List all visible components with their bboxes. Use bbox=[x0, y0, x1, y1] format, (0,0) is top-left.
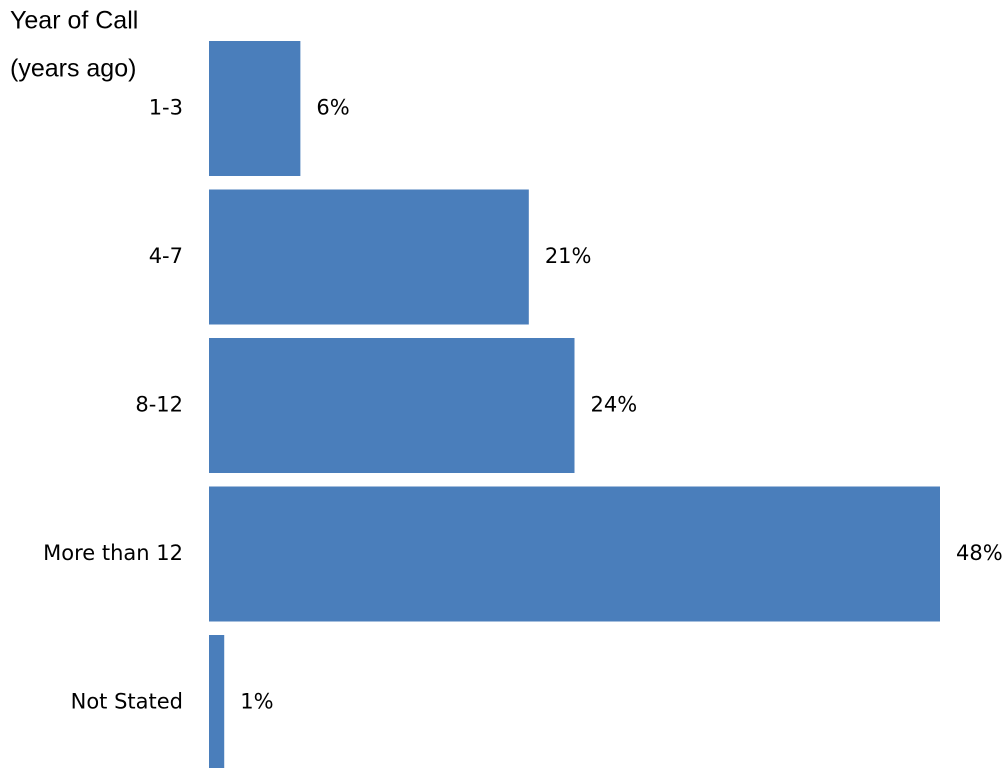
bar bbox=[209, 338, 575, 473]
category-label: 8-12 bbox=[135, 393, 183, 417]
value-label: 24% bbox=[591, 393, 638, 417]
value-label: 21% bbox=[545, 244, 592, 268]
value-label: 1% bbox=[240, 690, 273, 714]
bar bbox=[209, 189, 529, 325]
category-label: 4-7 bbox=[149, 244, 183, 268]
bar bbox=[209, 41, 301, 176]
category-label: 1-3 bbox=[149, 96, 183, 120]
category-label: Not Stated bbox=[71, 690, 183, 714]
bar bbox=[209, 486, 940, 622]
bar bbox=[209, 635, 225, 768]
value-label: 6% bbox=[316, 96, 349, 120]
category-label: More than 12 bbox=[43, 541, 183, 565]
value-label: 48% bbox=[956, 541, 1003, 565]
chart-title: Year of Call bbox=[10, 7, 138, 35]
chart-subtitle: (years ago) bbox=[10, 55, 136, 83]
